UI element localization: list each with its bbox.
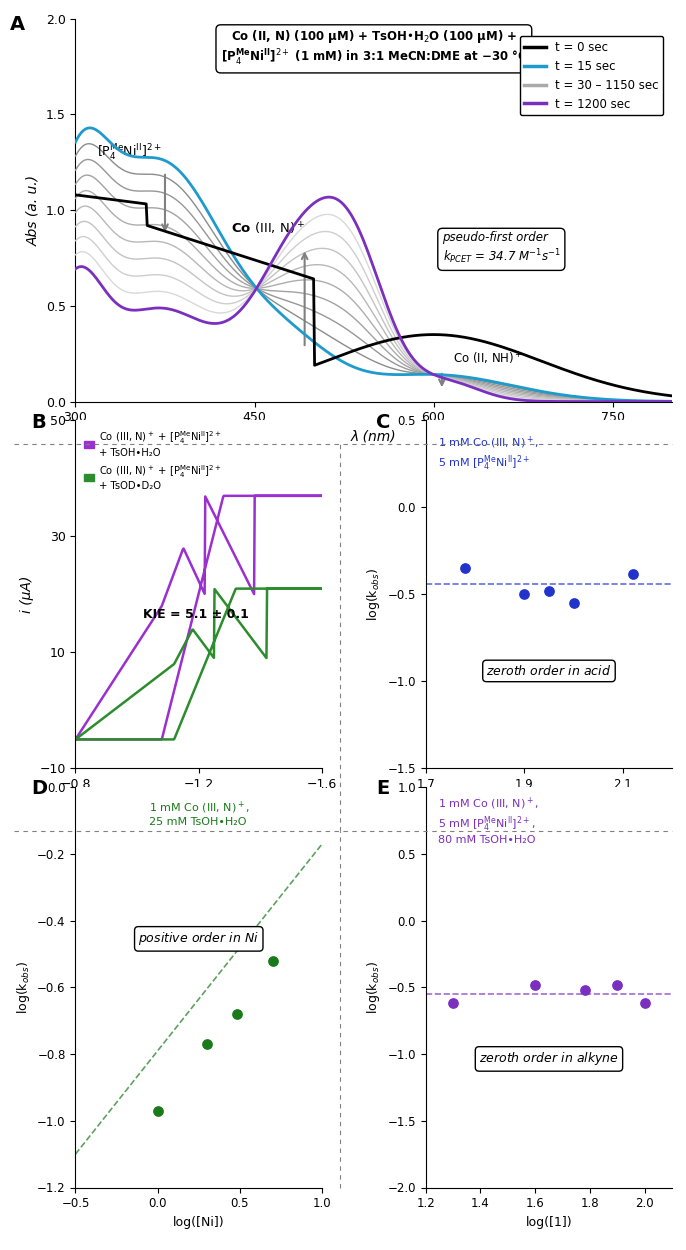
Point [568,594,579,614]
Point [519,585,530,605]
Text: D: D [31,779,47,799]
X-axis label: E vs Fc (V): E vs Fc (V) [162,796,235,811]
Y-axis label: log(k$_{obs}$): log(k$_{obs}$) [365,568,382,621]
Legend: Co (III, N)$^+$ + [P$^{\mathregular{Me}}_{4}$Ni$^{\mathregular{II}}$]$^{2+}$
+ T: Co (III, N)$^+$ + [P$^{\mathregular{Me}}… [80,425,226,495]
Legend: t = 0 sec, t = 15 sec, t = 30 – 1150 sec, t = 1200 sec: t = 0 sec, t = 15 sec, t = 30 – 1150 sec… [520,36,663,115]
Text: B: B [31,414,46,432]
Point [460,559,471,579]
Point [639,994,650,1014]
Y-axis label: log(k$_{obs}$): log(k$_{obs}$) [365,961,382,1014]
Text: KIE = 5.1 ± 0.1: KIE = 5.1 ± 0.1 [143,608,249,621]
Text: 1 mM Co (III, N)$^+$,
5 mM [P$^{\mathregular{Me}}_{4}$Ni$^{\mathregular{II}}$]$^: 1 mM Co (III, N)$^+$, 5 mM [P$^{\mathreg… [438,795,539,845]
Point [447,994,458,1014]
Point [231,1004,242,1024]
Text: pseudo-first order
$k_{PCET}$ = 34.7 M$^{-1}$s$^{-1}$: pseudo-first order $k_{PCET}$ = 34.7 M$^… [442,231,560,266]
Point [268,951,279,971]
Text: 1 mM Co (III, N)$^+$,
5 mM [P$^{\mathregular{Me}}_{4}$Ni$^{\mathregular{II}}$]$^: 1 mM Co (III, N)$^+$, 5 mM [P$^{\mathreg… [438,434,539,472]
Text: Co (II, NH)$^+$: Co (II, NH)$^+$ [453,350,522,366]
Text: E: E [377,779,390,799]
Point [543,581,554,601]
Text: $\it{positive\ order\ in\ Ni}$: $\it{positive\ order\ in\ Ni}$ [139,930,259,948]
Text: C: C [377,414,391,432]
Text: Co (II, N) (100 μM) + TsOH•H$_2$O (100 μM) +
[P$^{\mathregular{Me}}_{4}$Ni$^{\ma: Co (II, N) (100 μM) + TsOH•H$_2$O (100 μ… [221,29,527,69]
Text: [P$^{\mathregular{Me}}_{4}$Ni$^{\mathregular{II}}$]$^{2+}$: [P$^{\mathregular{Me}}_{4}$Ni$^{\mathreg… [97,142,162,162]
X-axis label: log([Ni]): log([Ni]) [173,1216,224,1229]
Y-axis label: Abs (a. u.): Abs (a. u.) [26,175,40,246]
Text: $\it{zeroth\ order\ in\ alkyne}$: $\it{zeroth\ order\ in\ alkyne}$ [479,1050,619,1068]
Text: $\bf{Co}$ (III, N)$^+$: $\bf{Co}$ (III, N)$^+$ [230,220,305,236]
Point [627,564,638,584]
X-axis label: λ (nm): λ (nm) [351,430,397,444]
Point [202,1034,213,1054]
Point [530,975,541,995]
Point [612,975,623,995]
Text: ⁠$\it{zeroth\ order\ in\ acid}$: ⁠$\it{zeroth\ order\ in\ acid}$ [486,664,611,678]
X-axis label: log([1]): log([1]) [525,1216,572,1229]
Text: A: A [10,15,25,34]
Y-axis label: i (μA): i (μA) [20,576,34,612]
Point [579,980,590,1000]
Text: 1 mM Co (III, N)$^+$,
25 mM TsOH•H₂O: 1 mM Co (III, N)$^+$, 25 mM TsOH•H₂O [150,799,250,828]
Point [152,1101,163,1121]
Y-axis label: log(k$_{obs}$): log(k$_{obs}$) [14,961,32,1014]
X-axis label: log([TsOH•H₂O]): log([TsOH•H₂O]) [498,796,600,810]
